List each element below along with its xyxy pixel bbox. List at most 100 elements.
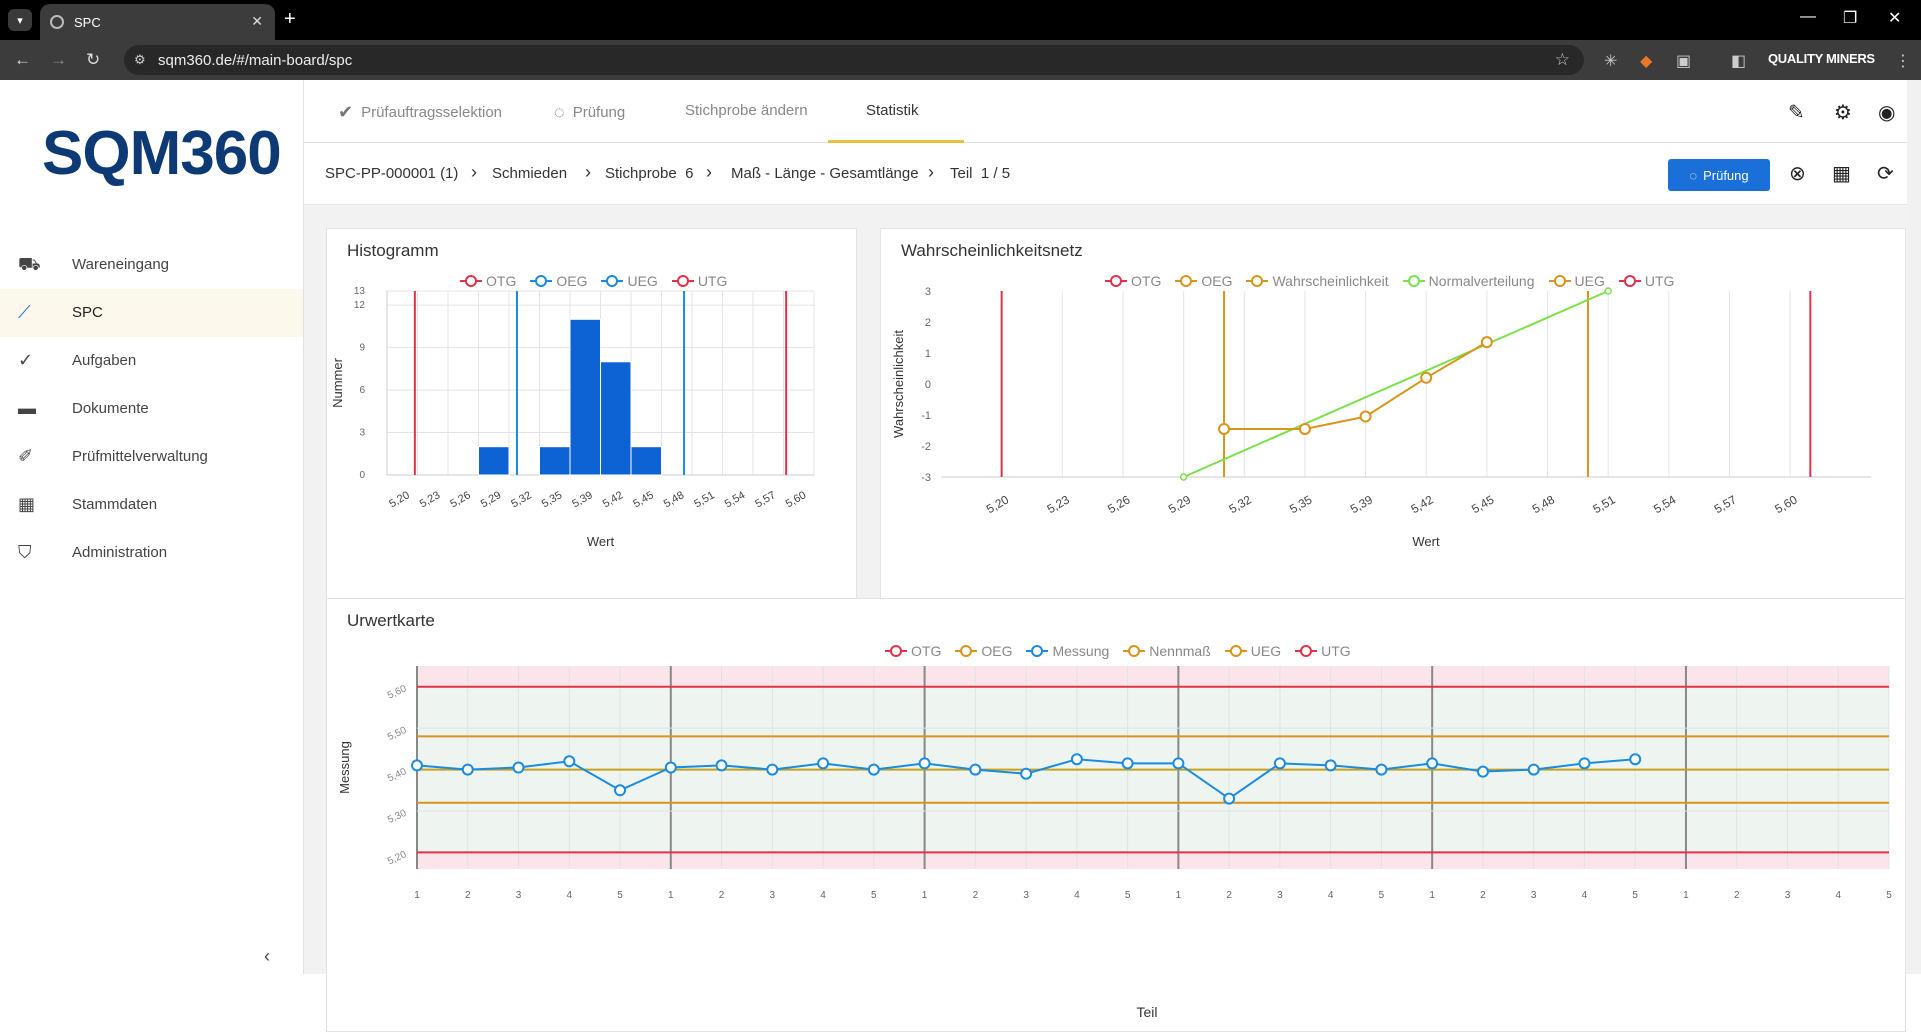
measurement-point: [1020, 767, 1033, 780]
legend-marker: [1548, 275, 1571, 287]
x-tick-label: 5: [1379, 890, 1385, 901]
x-tick-label: 5,32: [509, 489, 534, 510]
legend-item-oeg[interactable]: OEG: [530, 273, 587, 289]
legend-item-otg[interactable]: OTG: [1105, 273, 1161, 289]
tab-statistik[interactable]: Statistik: [866, 102, 919, 119]
close-circle-icon[interactable]: ⊗: [1789, 163, 1806, 185]
x-tick-label: 3: [1277, 890, 1283, 901]
legend-item-ueg[interactable]: UEG: [1548, 273, 1605, 289]
measurement-point: [563, 755, 576, 768]
histogram-title: Histogramm: [347, 241, 439, 260]
x-tick-label: 1: [414, 890, 420, 901]
url-bar[interactable]: ⚙ sqm360.de/#/main-board/spc ☆: [124, 45, 1584, 75]
legend-item-ueg[interactable]: UEG: [1224, 643, 1281, 659]
x-axis-label: Wert: [1412, 534, 1440, 549]
breadcrumb-sample[interactable]: Stichprobe 6: [605, 165, 694, 182]
forward-icon[interactable]: →: [50, 50, 67, 69]
tab-stichprobe-aendern[interactable]: Stichprobe ändern: [685, 102, 808, 119]
x-tick-label: 4: [1328, 890, 1334, 901]
legend-item-normalverteilung[interactable]: Normalverteilung: [1402, 273, 1535, 289]
legend-marker: [601, 275, 624, 287]
sidepanel-icon[interactable]: ◧: [1731, 53, 1747, 70]
tab-list-button[interactable]: ▾: [8, 9, 32, 31]
minimize-icon[interactable]: —: [1800, 8, 1816, 25]
sidebar-item-spc[interactable]: ⟋ SPC: [0, 289, 303, 337]
measurement-point: [1324, 759, 1337, 772]
sidebar-item-label: Stammdaten: [72, 496, 158, 513]
legend-item-oeg[interactable]: OEG: [955, 643, 1012, 659]
histogram-bar: [569, 318, 601, 476]
page-scrollbar[interactable]: [1907, 80, 1921, 974]
reload-icon[interactable]: ↻: [86, 50, 101, 69]
measurement-point: [411, 759, 423, 772]
legend-item-utg[interactable]: UTG: [1618, 273, 1674, 289]
tab-pruefung[interactable]: ◌ Prüfung: [554, 102, 626, 122]
account-icon[interactable]: ◉: [1878, 102, 1896, 124]
tab-pruefauftragsselektion[interactable]: ✔ Prüfauftragsselektion: [338, 102, 503, 122]
pruefung-button[interactable]: ◌ Prüfung: [1668, 159, 1770, 191]
x-tick-label: 5,60: [784, 489, 809, 510]
legend-item-otg[interactable]: OTG: [885, 643, 941, 659]
legend-item-otg[interactable]: OTG: [460, 273, 516, 289]
profile-logo[interactable]: QUALITY MINERS: [1768, 51, 1875, 66]
restore-icon[interactable]: ❐: [1843, 10, 1858, 27]
probability-point: [1480, 336, 1493, 349]
sidebar-item-administration[interactable]: ⛉ Administration: [0, 529, 303, 577]
sidebar-item-dokumente[interactable]: ▬ Dokumente: [0, 385, 303, 433]
legend-item-ueg[interactable]: UEG: [601, 273, 658, 289]
legend-item-nennmaß[interactable]: Nennmaß: [1123, 643, 1211, 659]
url-text: sqm360.de/#/main-board/spc: [158, 52, 353, 69]
legend-item-oeg[interactable]: OEG: [1175, 273, 1232, 289]
browser-tab[interactable]: SPC ✕: [40, 4, 275, 40]
x-tick-label: 5,39: [1348, 492, 1376, 516]
site-info-icon[interactable]: ⚙: [134, 52, 146, 67]
browser-menu-icon[interactable]: ⋮: [1895, 53, 1911, 70]
sidebar-item-aufgaben[interactable]: ✓ Aufgaben: [0, 337, 303, 385]
new-tab-button[interactable]: +: [284, 8, 296, 30]
y-tick-label: 2: [925, 317, 931, 329]
legend-item-utg[interactable]: UTG: [671, 273, 727, 289]
sidebar-item-stammdaten[interactable]: ▦ Stammdaten: [0, 481, 303, 529]
shield-gear-icon: ⛉: [18, 542, 32, 562]
breadcrumb-part[interactable]: Teil 1 / 5: [950, 165, 1011, 182]
legend-label: OEG: [981, 643, 1013, 659]
measurement-point: [1172, 757, 1185, 770]
x-tick-label: 1: [668, 890, 674, 901]
x-tick-label: 3: [770, 890, 776, 901]
sidebar-item-label: Prüfmittelverwaltung: [72, 448, 208, 465]
measurement-point: [817, 757, 830, 770]
breadcrumb-feature[interactable]: Maß - Länge - Gesamtlänge: [731, 165, 919, 182]
qr-scan-icon[interactable]: ▦: [1832, 163, 1851, 185]
close-window-icon[interactable]: ✕: [1888, 10, 1902, 27]
edit-pencil-icon[interactable]: ✎: [1788, 102, 1805, 124]
settings-gear-icon[interactable]: ⚙: [1834, 102, 1852, 124]
fox-extension-icon[interactable]: ◆: [1640, 53, 1653, 70]
y-axis-label: Nummer: [330, 357, 345, 408]
close-tab-icon[interactable]: ✕: [251, 13, 263, 29]
histogram-bar: [600, 361, 632, 476]
legend-item-utg[interactable]: UTG: [1295, 643, 1351, 659]
puzzle-icon[interactable]: ▣: [1676, 53, 1692, 70]
measurement-point: [512, 761, 525, 774]
y-tick-label: 0: [925, 379, 931, 391]
x-tick-label: 2: [719, 890, 725, 901]
extension-icon[interactable]: ✳: [1604, 53, 1618, 70]
back-icon[interactable]: ←: [14, 50, 31, 69]
legend-marker: [1224, 645, 1247, 657]
bookmark-star-icon[interactable]: ☆: [1554, 50, 1570, 69]
refresh-icon[interactable]: ⟳: [1877, 163, 1894, 185]
breadcrumb-order[interactable]: SPC-PP-000001 (1): [325, 165, 459, 182]
x-tick-label: 5,26: [448, 489, 473, 510]
sidebar-item-label: Aufgaben: [72, 352, 137, 369]
sidebar-item-wareneingang[interactable]: ⛟ Wareneingang: [0, 241, 303, 289]
measurement-point: [461, 763, 474, 776]
legend-item-messung[interactable]: Messung: [1026, 643, 1109, 659]
probability-point: [1359, 410, 1372, 423]
breadcrumb-process[interactable]: Schmieden: [492, 165, 568, 182]
legend-item-wahrscheinlichkeit[interactable]: Wahrscheinlichkeit: [1246, 273, 1389, 289]
histogram-bar: [630, 446, 662, 476]
collapse-sidebar-icon[interactable]: ‹: [264, 946, 270, 966]
sidebar-item-prüfmittelverwaltung[interactable]: ✐ Prüfmittelverwaltung: [0, 433, 303, 481]
measurement-point: [664, 761, 677, 774]
x-tick-label: 5,42: [601, 489, 626, 510]
